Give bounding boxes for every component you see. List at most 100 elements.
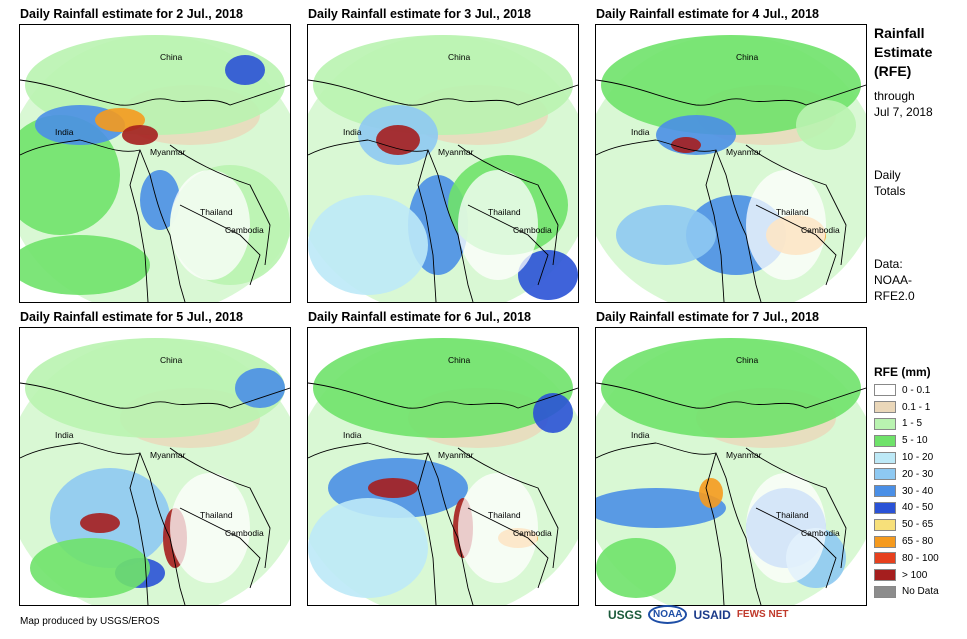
panel-title-5: Daily Rainfall estimate for 6 Jul., 2018 <box>308 310 532 324</box>
legend-label: > 100 <box>902 569 928 581</box>
rainfall-map-7jul-svg: China India Myanmar Thailand Cambodia <box>596 328 866 605</box>
rainfall-field <box>671 137 701 153</box>
map-label-india: India <box>631 430 650 440</box>
country-border <box>596 139 657 156</box>
country-border <box>179 204 261 286</box>
map-label-thailand: Thailand <box>200 207 233 217</box>
legend-item: 65 - 80 <box>874 533 939 550</box>
legend-title: RFE (mm) <box>874 365 931 379</box>
rainfall-map-7jul: China India Myanmar Thailand Cambodia <box>595 327 867 606</box>
legend-swatch <box>874 417 896 430</box>
rainfall-map-6jul-svg: China India Myanmar Thailand Cambodia <box>308 328 578 605</box>
rainfall-field <box>458 473 538 583</box>
rainfall-field <box>140 170 180 230</box>
legend-item: 30 - 40 <box>874 483 939 500</box>
country-border <box>417 452 437 605</box>
country-border <box>705 452 725 605</box>
legend-label: 50 - 65 <box>902 519 934 531</box>
map-label-china: China <box>160 355 182 365</box>
country-border <box>79 139 186 302</box>
footer-credit: Map produced by USGS/EROS <box>20 616 160 627</box>
panel-title-4: Daily Rainfall estimate for 5 Jul., 2018 <box>20 310 244 324</box>
legend: 0 - 0.1 0.1 - 1 1 - 5 5 - 10 10 - 20 20 - 30 3… <box>874 382 939 600</box>
legend-label: 0 - 0.1 <box>902 384 931 396</box>
legend-item: 0 - 0.1 <box>874 382 939 399</box>
sidebar-data-source: Data: NOAA- RFE2.0 <box>874 256 915 304</box>
panel-title-6: Daily Rainfall estimate for 7 Jul., 2018 <box>596 310 820 324</box>
country-border <box>596 382 866 409</box>
map-label-myanmar: Myanmar <box>726 450 762 460</box>
legend-swatch <box>874 401 896 414</box>
legend-swatch <box>874 535 896 548</box>
country-border <box>655 139 762 302</box>
country-border <box>745 447 847 569</box>
legend-swatch <box>874 569 896 582</box>
legend-label: 1 - 5 <box>902 418 923 430</box>
country-border <box>705 149 725 302</box>
legend-item: 5 - 10 <box>874 432 939 449</box>
country-border <box>467 204 549 286</box>
rainfall-field <box>122 125 158 145</box>
country-border <box>755 204 837 286</box>
rainfall-field <box>313 35 573 135</box>
legend-label: 80 - 100 <box>902 552 939 564</box>
sidebar-daily-line2: Totals <box>874 184 906 198</box>
rainfall-map-3jul-svg: China India Myanmar Thailand Cambodia <box>308 25 578 302</box>
map-label-india: India <box>55 430 74 440</box>
country-border <box>79 442 186 605</box>
country-border <box>20 442 81 459</box>
country-border <box>129 149 149 302</box>
rainfall-field <box>235 368 285 408</box>
country-border <box>20 382 290 409</box>
country-border <box>596 442 657 459</box>
rainfall-field <box>746 170 826 280</box>
sidebar-title: Rainfall Estimate (RFE) <box>874 24 932 81</box>
map-label-thailand: Thailand <box>200 510 233 520</box>
legend-label: 0.1 - 1 <box>902 401 931 413</box>
rainfall-field <box>746 473 826 583</box>
rainfall-field <box>699 478 723 508</box>
sidebar-title-line1: Rainfall <box>874 25 925 41</box>
rainfall-field <box>518 250 578 300</box>
country-border <box>308 382 578 409</box>
rainfall-map-5jul-svg: China India Myanmar Thailand Cambodia <box>20 328 290 605</box>
country-border <box>596 79 866 106</box>
fewsnet-logo: FEWS NET <box>736 609 789 620</box>
sidebar-through: through Jul 7, 2018 <box>874 88 933 120</box>
legend-swatch <box>874 501 896 514</box>
logo-strip: USGS NOAA USAID FEWS NET <box>608 605 788 624</box>
map-label-myanmar: Myanmar <box>438 450 474 460</box>
country-border <box>169 144 271 266</box>
rainfall-field <box>308 498 428 598</box>
legend-label: 40 - 50 <box>902 502 934 514</box>
legend-swatch <box>874 468 896 481</box>
rainfall-field <box>170 473 250 583</box>
country-border <box>417 149 437 302</box>
country-border <box>308 79 578 106</box>
legend-swatch <box>874 585 896 598</box>
legend-swatch <box>874 434 896 447</box>
rainfall-map-5jul: China India Myanmar Thailand Cambodia <box>19 327 291 606</box>
usgs-logo: USGS <box>608 607 643 622</box>
legend-item: No Data <box>874 584 939 601</box>
map-label-cambodia: Cambodia <box>225 528 264 538</box>
legend-item: 0.1 - 1 <box>874 399 939 416</box>
rainfall-field <box>596 488 726 528</box>
legend-label: 5 - 10 <box>902 435 928 447</box>
country-border <box>169 447 271 569</box>
rainfall-map-6jul: China India Myanmar Thailand Cambodia <box>307 327 579 606</box>
panel-title-1: Daily Rainfall estimate for 2 Jul., 2018 <box>20 7 244 21</box>
country-border <box>467 507 549 589</box>
rainfall-map-4jul-svg: China India Myanmar Thailand Cambodia <box>596 25 866 302</box>
rainfall-field <box>601 338 861 438</box>
sidebar-title-line3: (RFE) <box>874 63 912 79</box>
legend-item: 1 - 5 <box>874 416 939 433</box>
legend-swatch <box>874 384 896 397</box>
rainfall-field <box>616 205 716 265</box>
map-label-india: India <box>343 127 362 137</box>
country-border <box>308 442 369 459</box>
legend-item: 40 - 50 <box>874 500 939 517</box>
legend-item: 80 - 100 <box>874 550 939 567</box>
country-border <box>367 442 474 605</box>
country-border <box>20 79 290 106</box>
